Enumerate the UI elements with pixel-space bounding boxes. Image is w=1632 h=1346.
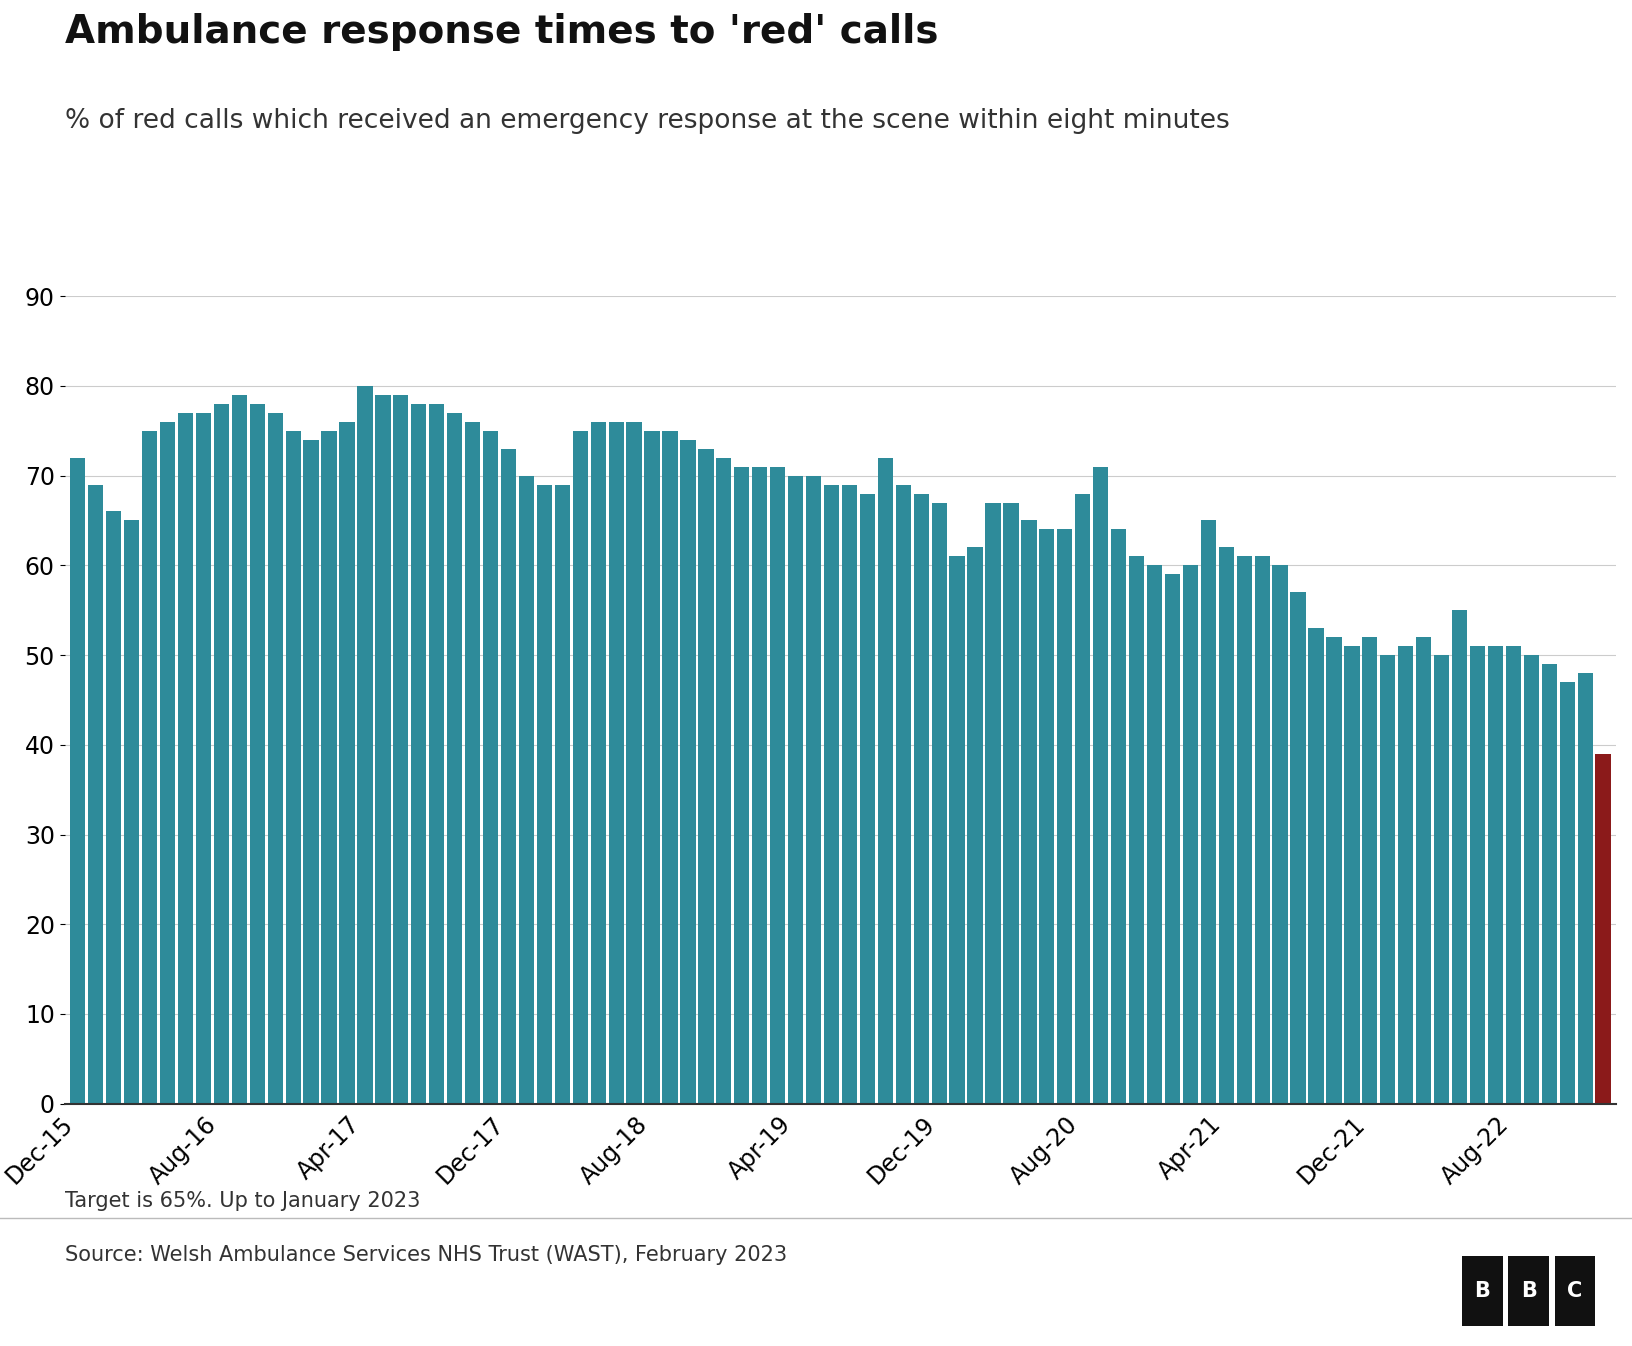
Bar — [1506, 646, 1521, 1104]
Bar — [1022, 521, 1036, 1104]
Bar — [1363, 637, 1377, 1104]
Bar — [698, 448, 713, 1104]
Bar — [1524, 656, 1539, 1104]
Bar — [465, 421, 480, 1104]
Bar — [1542, 664, 1557, 1104]
Bar — [752, 467, 767, 1104]
Text: Source: Welsh Ambulance Services NHS Trust (WAST), February 2023: Source: Welsh Ambulance Services NHS Tru… — [65, 1245, 787, 1265]
Bar — [555, 485, 570, 1104]
Bar — [1058, 529, 1072, 1104]
Bar — [1309, 629, 1324, 1104]
Bar — [1452, 610, 1467, 1104]
Bar — [1417, 637, 1431, 1104]
FancyBboxPatch shape — [1462, 1256, 1503, 1326]
Bar — [393, 394, 408, 1104]
Bar — [322, 431, 336, 1104]
Bar — [1488, 646, 1503, 1104]
Bar — [1111, 529, 1126, 1104]
Bar — [1273, 565, 1288, 1104]
Bar — [1381, 656, 1395, 1104]
Bar — [681, 440, 695, 1104]
Bar — [106, 511, 121, 1104]
Bar — [160, 421, 175, 1104]
Bar — [1093, 467, 1108, 1104]
Text: Ambulance response times to 'red' calls: Ambulance response times to 'red' calls — [65, 13, 938, 51]
Bar — [1596, 754, 1611, 1104]
Bar — [609, 421, 623, 1104]
Bar — [214, 404, 228, 1104]
Bar — [124, 521, 139, 1104]
Bar — [1183, 565, 1198, 1104]
Bar — [591, 421, 605, 1104]
Bar — [932, 502, 947, 1104]
Bar — [1291, 592, 1306, 1104]
Bar — [1345, 646, 1359, 1104]
Bar — [88, 485, 103, 1104]
Bar — [447, 413, 462, 1104]
Bar — [178, 413, 193, 1104]
Bar — [1219, 548, 1234, 1104]
Bar — [1255, 556, 1270, 1104]
Bar — [501, 448, 516, 1104]
Bar — [1004, 502, 1018, 1104]
Bar — [1129, 556, 1144, 1104]
Text: B: B — [1474, 1281, 1490, 1300]
Bar — [375, 394, 390, 1104]
Text: C: C — [1567, 1281, 1583, 1300]
Bar — [429, 404, 444, 1104]
Bar — [896, 485, 911, 1104]
Bar — [1201, 521, 1216, 1104]
Bar — [286, 431, 300, 1104]
Bar — [142, 431, 157, 1104]
Bar — [1040, 529, 1054, 1104]
Bar — [304, 440, 318, 1104]
Bar — [860, 494, 875, 1104]
Bar — [968, 548, 982, 1104]
Bar — [1470, 646, 1485, 1104]
Bar — [573, 431, 588, 1104]
Bar — [1560, 682, 1575, 1104]
Bar — [483, 431, 498, 1104]
Bar — [986, 502, 1000, 1104]
Bar — [663, 431, 677, 1104]
Bar — [250, 404, 264, 1104]
Bar — [842, 485, 857, 1104]
Bar — [914, 494, 929, 1104]
Bar — [716, 458, 731, 1104]
Bar — [878, 458, 893, 1104]
Bar — [1435, 656, 1449, 1104]
Bar — [770, 467, 785, 1104]
Bar — [824, 485, 839, 1104]
Bar — [232, 394, 246, 1104]
FancyBboxPatch shape — [1508, 1256, 1549, 1326]
Bar — [627, 421, 641, 1104]
Bar — [357, 386, 372, 1104]
Bar — [1237, 556, 1252, 1104]
FancyBboxPatch shape — [1555, 1256, 1594, 1326]
Bar — [1165, 575, 1180, 1104]
Bar — [1578, 673, 1593, 1104]
Bar — [1075, 494, 1090, 1104]
Text: B: B — [1521, 1281, 1537, 1300]
Bar — [339, 421, 354, 1104]
Bar — [806, 475, 821, 1104]
Bar — [645, 431, 659, 1104]
Bar — [788, 475, 803, 1104]
Bar — [734, 467, 749, 1104]
Bar — [1399, 646, 1413, 1104]
Bar — [537, 485, 552, 1104]
Bar — [411, 404, 426, 1104]
Bar — [196, 413, 211, 1104]
Bar — [519, 475, 534, 1104]
Bar — [1147, 565, 1162, 1104]
Text: Target is 65%. Up to January 2023: Target is 65%. Up to January 2023 — [65, 1191, 421, 1211]
Text: % of red calls which received an emergency response at the scene within eight mi: % of red calls which received an emergen… — [65, 108, 1231, 133]
Bar — [268, 413, 282, 1104]
Bar — [1327, 637, 1342, 1104]
Bar — [70, 458, 85, 1104]
Bar — [950, 556, 965, 1104]
